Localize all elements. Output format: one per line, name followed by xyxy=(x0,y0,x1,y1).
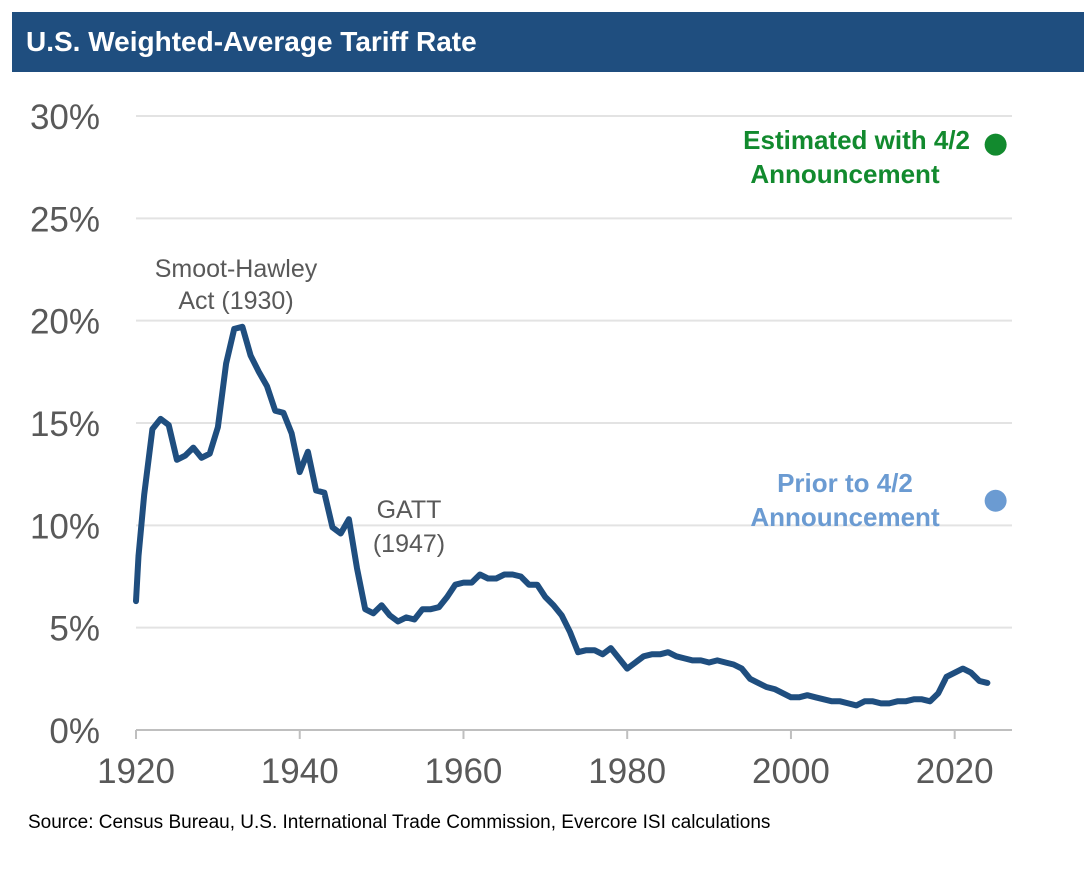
title-bar: U.S. Weighted-Average Tariff Rate xyxy=(12,12,1084,72)
source-note: Source: Census Bureau, U.S. Internationa… xyxy=(28,812,771,833)
x-tick-label: 1960 xyxy=(425,752,503,791)
x-tick-label: 1980 xyxy=(588,752,666,791)
y-tick-label: 0% xyxy=(49,712,100,751)
y-tick-label: 20% xyxy=(30,303,100,342)
y-tick-label: 10% xyxy=(30,507,100,546)
chart-title: U.S. Weighted-Average Tariff Rate xyxy=(26,26,477,57)
x-axis-ticks xyxy=(135,730,956,739)
y-tick-label: 25% xyxy=(30,200,100,239)
smoot-hawley-label-line1: Smoot-Hawley xyxy=(155,255,318,283)
grid-lines xyxy=(136,115,1012,629)
chart: 0% 5% 10% 15% 20% 25% 30% 1920 1940 1960 1980 2000… xyxy=(30,98,1012,791)
x-tick-label: 1940 xyxy=(261,752,339,791)
estimated-point xyxy=(984,133,1007,156)
gatt-label-line2: (1947) xyxy=(373,530,445,558)
y-tick-label: 15% xyxy=(30,405,100,444)
y-tick-label: 5% xyxy=(49,610,100,649)
prior-point xyxy=(984,489,1007,512)
y-axis-labels: 0% 5% 10% 15% 20% 25% 30% xyxy=(30,98,100,751)
gatt-label-line1: GATT xyxy=(377,496,442,524)
x-axis-labels: 1920 1940 1960 1980 2000 2020 xyxy=(97,752,994,791)
prior-label-line2: Announcement xyxy=(750,502,940,532)
x-tick-label: 2000 xyxy=(752,752,830,791)
tariff-rate-line xyxy=(133,323,991,709)
prior-label-line1: Prior to 4/2 xyxy=(777,468,913,498)
x-tick-label: 1920 xyxy=(97,752,175,791)
y-tick-label: 30% xyxy=(30,98,100,137)
estimated-label-line1: Estimated with 4/2 xyxy=(743,125,970,155)
series-points xyxy=(984,133,1007,512)
smoot-hawley-label-line2: Act (1930) xyxy=(178,287,293,315)
estimated-label-line2: Announcement xyxy=(750,159,940,189)
x-tick-label: 2020 xyxy=(916,752,994,791)
